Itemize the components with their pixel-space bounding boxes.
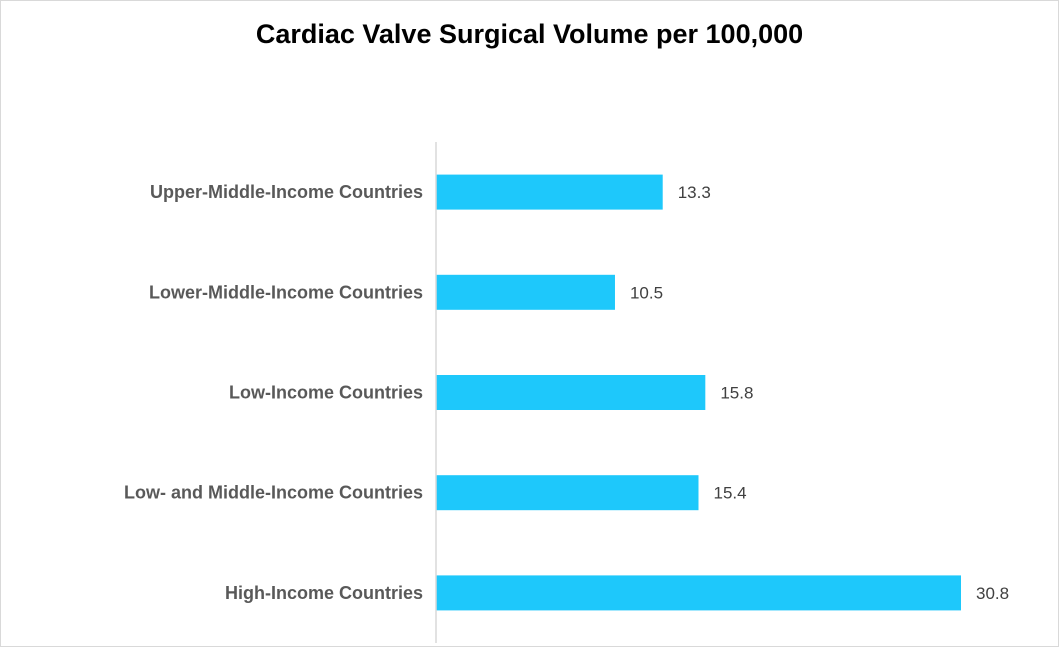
data-label: 15.8 bbox=[720, 384, 753, 403]
data-label: 13.3 bbox=[678, 183, 711, 202]
category-label: High-Income Countries bbox=[225, 583, 423, 603]
data-label: 10.5 bbox=[630, 283, 663, 302]
category-label: Upper-Middle-Income Countries bbox=[150, 182, 423, 202]
bar bbox=[436, 475, 699, 511]
bar bbox=[436, 274, 615, 310]
data-label: 15.4 bbox=[714, 484, 747, 503]
category-label: Low- and Middle-Income Countries bbox=[124, 483, 423, 503]
chart-title: Cardiac Valve Surgical Volume per 100,00… bbox=[255, 19, 804, 49]
category-label: Lower-Middle-Income Countries bbox=[149, 282, 423, 302]
bar bbox=[436, 375, 706, 410]
bar bbox=[436, 174, 663, 210]
bar bbox=[436, 575, 961, 611]
data-label: 30.8 bbox=[976, 584, 1009, 603]
category-label: Low-Income Countries bbox=[229, 383, 423, 403]
